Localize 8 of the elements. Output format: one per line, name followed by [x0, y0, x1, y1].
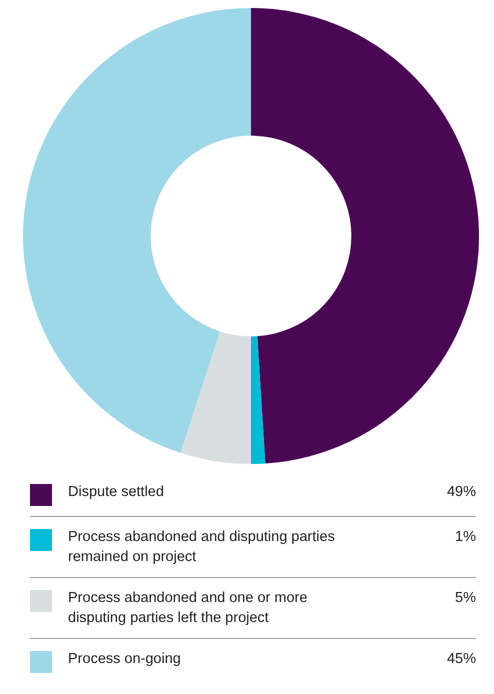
data-label: 45%	[446, 650, 476, 669]
data-label: 49%	[446, 483, 476, 502]
legend-label: Process abandoned and one or more disputing parties left the project	[68, 589, 308, 628]
data-label: 5%	[455, 589, 476, 608]
data-label: 1%	[455, 528, 476, 547]
legend-label: Process on-going	[68, 650, 182, 669]
legend-label: Process abandoned and disputing parties remained on project	[68, 528, 336, 567]
legend-label: Dispute settled	[68, 483, 165, 502]
